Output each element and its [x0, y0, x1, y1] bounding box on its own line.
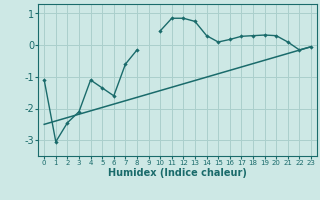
X-axis label: Humidex (Indice chaleur): Humidex (Indice chaleur) [108, 168, 247, 178]
